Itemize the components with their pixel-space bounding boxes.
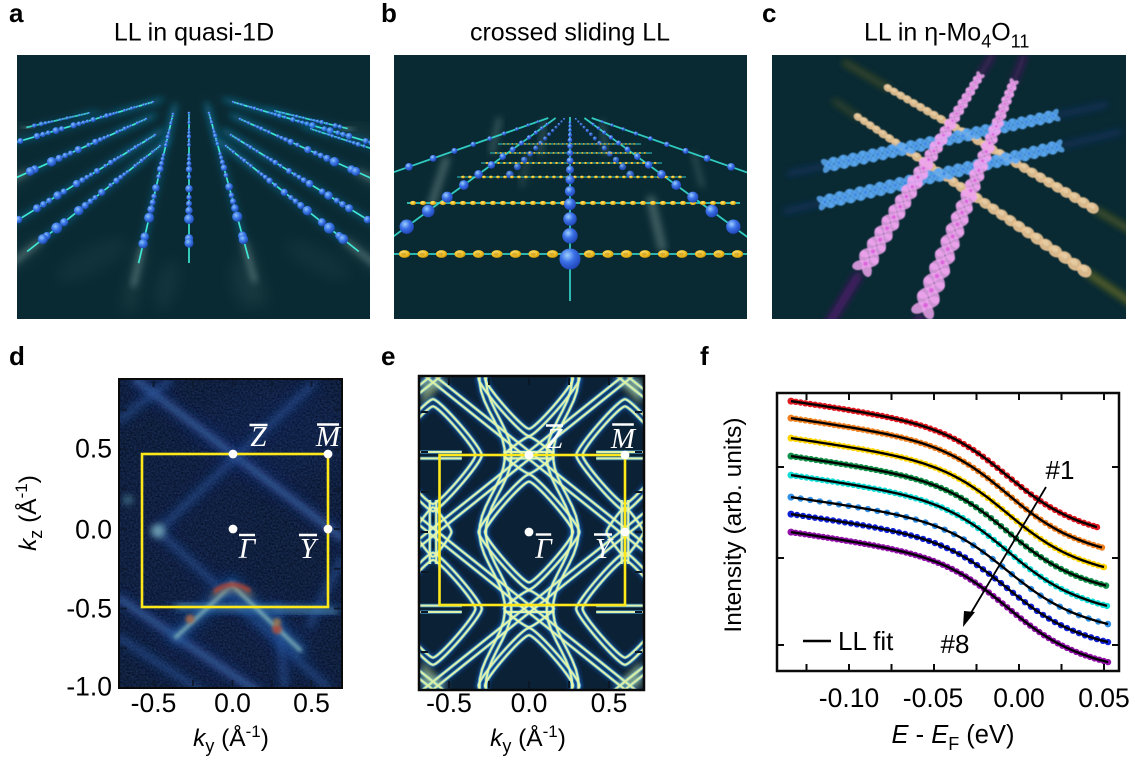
svg-text:-0.5: -0.5 [131, 688, 177, 718]
svg-text:M: M [315, 421, 342, 453]
svg-text:0.05: 0.05 [1078, 683, 1130, 713]
svg-text:-0.5: -0.5 [66, 594, 112, 624]
svg-text:d: d [9, 341, 25, 371]
svg-text:ky (Å-1): ky (Å-1) [193, 722, 269, 756]
svg-text:#1: #1 [1046, 455, 1075, 485]
svg-text:0.5: 0.5 [591, 688, 628, 718]
svg-text:0.0: 0.0 [214, 688, 251, 718]
svg-text:Intensity (arb. units): Intensity (arb. units) [720, 417, 747, 632]
svg-text:M: M [610, 423, 637, 455]
svg-text:Y: Y [595, 533, 614, 565]
svg-text:LL in η-Mo4O11: LL in η-Mo4O11 [864, 19, 1029, 52]
svg-text:-0.05: -0.05 [903, 683, 963, 713]
svg-text:Γ: Γ [534, 533, 553, 565]
svg-text:#8: #8 [941, 629, 970, 659]
svg-text:Z: Z [250, 421, 267, 453]
svg-text:0.0: 0.0 [511, 688, 548, 718]
svg-text:-1.0: -1.0 [66, 672, 112, 702]
svg-text:0.5: 0.5 [75, 434, 112, 464]
svg-text:0.5: 0.5 [293, 688, 330, 718]
svg-text:kz (Å-1): kz (Å-1) [12, 475, 46, 551]
svg-text:0.00: 0.00 [993, 683, 1045, 713]
svg-text:crossed sliding LL: crossed sliding LL [470, 19, 670, 47]
svg-text:E - EF (eV): E - EF (eV) [892, 721, 1015, 754]
svg-text:LL fit: LL fit [838, 626, 894, 656]
svg-text:b: b [381, 0, 397, 28]
svg-text:e: e [381, 341, 395, 371]
svg-text:-0.10: -0.10 [819, 683, 879, 713]
svg-text:ky (Å-1): ky (Å-1) [490, 722, 566, 756]
svg-text:LL in quasi-1D: LL in quasi-1D [114, 19, 274, 47]
svg-text:Z: Z [546, 423, 563, 455]
svg-text:0.0: 0.0 [75, 515, 112, 545]
svg-text:Y: Y [300, 533, 319, 565]
svg-text:a: a [9, 0, 24, 28]
svg-text:f: f [700, 341, 709, 371]
svg-text:-0.5: -0.5 [426, 688, 472, 718]
svg-text:Γ: Γ [238, 533, 257, 565]
svg-text:c: c [762, 0, 776, 28]
